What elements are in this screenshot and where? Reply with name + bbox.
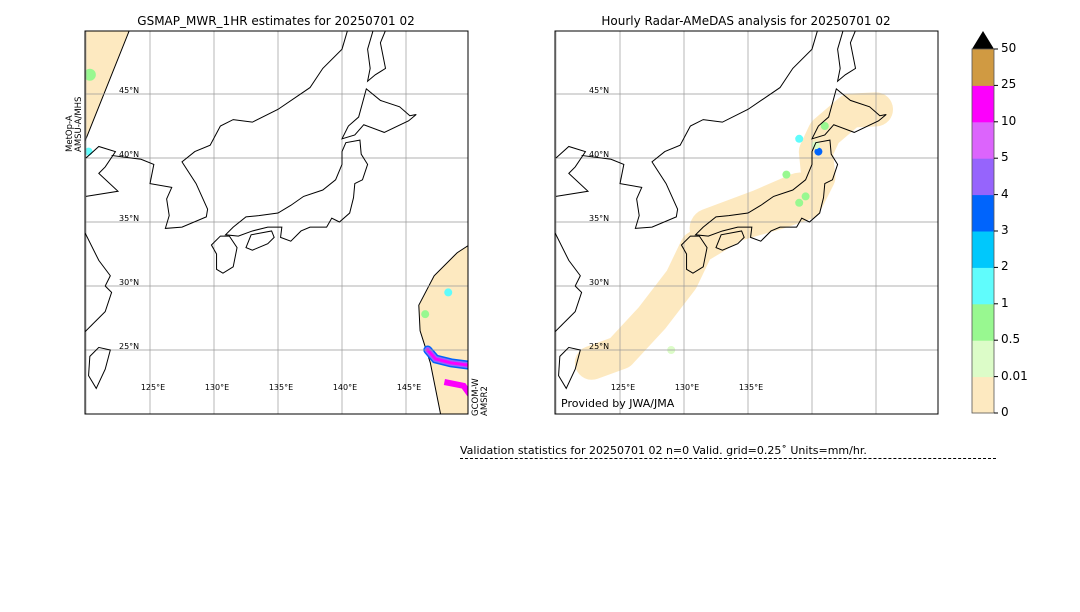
lon-label: 140°E xyxy=(333,383,357,392)
colorbar-tick-label: 0 xyxy=(1001,405,1009,419)
right-map-radar-amedas: 125°E 130°E 135°E 45°N 40°N 35°N 30°N 25°N xyxy=(554,30,939,415)
colorbar-segment xyxy=(972,194,994,232)
lon-label: 130°E xyxy=(205,383,229,392)
coastline-sakhalin xyxy=(836,31,857,83)
colorbar-segment xyxy=(972,340,994,378)
colorbar-tick-label: 3 xyxy=(1001,223,1009,237)
coastline-sakhalin xyxy=(366,31,387,83)
colorbar-segment xyxy=(972,121,994,159)
colorbar xyxy=(971,31,998,414)
rain-cell xyxy=(782,170,791,179)
colorbar-segment xyxy=(972,158,994,196)
lat-label: 40°N xyxy=(119,150,139,159)
left-map-gsmap: 125°E 130°E 135°E 140°E 145°E 45°N 40°N 35°N 30°… xyxy=(84,30,469,415)
colorbar-tick-label: 0.01 xyxy=(1001,368,1028,383)
lat-label: 45°N xyxy=(119,86,139,95)
lat-label: 35°N xyxy=(119,214,139,223)
lon-label: 130°E xyxy=(675,383,699,392)
lat-label: 25°N xyxy=(589,342,609,351)
rain-cell xyxy=(814,147,823,156)
lon-label: 135°E xyxy=(269,383,293,392)
colorbar-tick-label: 10 xyxy=(1001,113,1017,128)
colorbar-segment xyxy=(972,231,994,268)
lon-label: 125°E xyxy=(611,383,635,392)
rain-cell xyxy=(421,310,430,319)
colorbar-segment xyxy=(972,85,994,123)
map-frame xyxy=(554,30,939,415)
sensor-instrument: AMSU-A/MHS xyxy=(74,96,84,152)
left-sensor-label: MetOp-A AMSU-A/MHS xyxy=(65,96,84,152)
coastline-taiwan xyxy=(558,346,581,390)
coastline-hokkaido xyxy=(811,88,887,140)
coastline-honshu xyxy=(224,139,369,242)
coastline-shikoku xyxy=(715,230,745,251)
lat-label: 45°N xyxy=(589,86,609,95)
lat-label: 40°N xyxy=(589,150,609,159)
colorbar-tick-label: 2 xyxy=(1001,259,1009,274)
coastline-taiwan xyxy=(88,346,111,390)
map-frame xyxy=(84,30,469,415)
lat-label: 30°N xyxy=(589,278,609,287)
coastline-shikoku xyxy=(245,230,275,251)
coastline-mainland xyxy=(555,231,583,333)
coastline-honshu xyxy=(694,139,839,242)
credit-text: Provided by JWA/JMA xyxy=(561,397,675,410)
colorbar-tick-label: 0.5 xyxy=(1001,332,1021,347)
lat-label: 30°N xyxy=(119,278,139,287)
coastline-hokkaido xyxy=(341,88,417,140)
colorbar-segment xyxy=(972,376,994,414)
right-sensor-label: GCOM-W AMSR2 xyxy=(471,378,490,416)
coastline-kyushu xyxy=(210,235,238,274)
colorbar-tick-label: 1 xyxy=(1001,295,1009,310)
colorbar-tick-label: 4 xyxy=(1001,186,1009,201)
lon-label: 135°E xyxy=(739,383,763,392)
rain-cell xyxy=(85,68,96,81)
validation-statistics: Validation statistics for 20250701 02 n=… xyxy=(460,444,996,459)
lat-label: 35°N xyxy=(589,214,609,223)
rain-cell xyxy=(795,198,804,207)
lon-label: 145°E xyxy=(397,383,421,392)
rain-cell xyxy=(820,122,829,130)
coastline-korea xyxy=(581,31,818,229)
lat-label: 25°N xyxy=(119,342,139,351)
colorbar-segment xyxy=(972,49,994,86)
colorbar-segment xyxy=(972,267,994,305)
heavy-rain-band xyxy=(426,348,468,367)
coastline-china_n xyxy=(85,145,120,197)
coastline-mainland xyxy=(85,231,113,333)
coastline-china_n xyxy=(555,145,590,197)
colorbar-extend-arrow xyxy=(972,31,994,49)
colorbar-segment xyxy=(972,303,994,341)
satellite-swath-se xyxy=(418,245,468,414)
colorbar-tick-label: 25 xyxy=(1001,77,1017,92)
right-map-title: Hourly Radar-AMeDAS analysis for 2025070… xyxy=(601,14,891,28)
coastline-kyushu xyxy=(680,235,708,274)
colorbar-tick-label: 5 xyxy=(1001,150,1009,165)
left-map-title: GSMAP_MWR_1HR estimates for 20250701 02 xyxy=(137,14,415,28)
rain-cell xyxy=(801,192,810,201)
sensor-instrument: AMSR2 xyxy=(480,386,490,416)
lon-label: 125°E xyxy=(141,383,165,392)
rain-cell xyxy=(444,288,453,297)
rain-cell xyxy=(795,134,804,143)
coastline-korea xyxy=(111,31,348,229)
colorbar-tick-label: 50 xyxy=(1001,41,1017,55)
